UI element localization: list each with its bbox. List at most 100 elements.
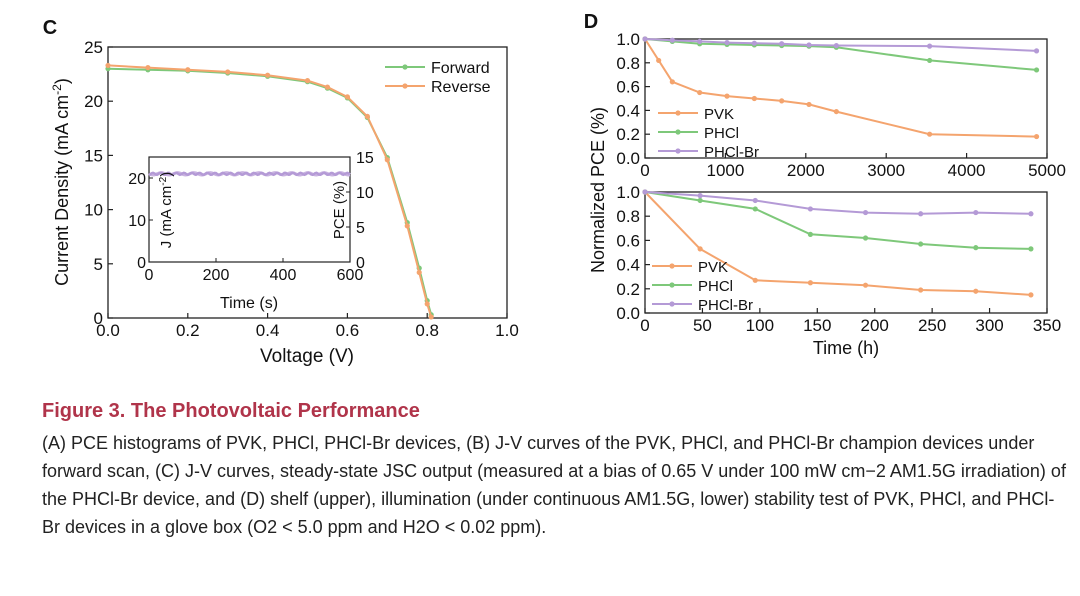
panel-d-upper-legend-label: PHCl xyxy=(704,125,739,142)
panel-c-reverse-point xyxy=(416,269,422,276)
panel-d-upper-phcl-br-point xyxy=(927,43,933,49)
panel-d-upper-pvk-point xyxy=(724,93,730,99)
panel-d-lower-phcl-br-point xyxy=(807,206,813,212)
inset-ytick-right-label: 0 xyxy=(356,255,365,272)
panel-d-upper-legend-label: PHCl-Br xyxy=(704,144,759,161)
panel-c-reverse-point xyxy=(304,78,311,84)
panel-d-lower-legend-swatch-marker xyxy=(669,282,675,288)
panel-d-upper-pvk-point xyxy=(779,98,785,104)
panel-d-upper-phcl-line xyxy=(644,38,1037,71)
panel-d-lower-ytick-label: 0.2 xyxy=(616,280,640,299)
panel-d-lower-pvk-point xyxy=(973,288,979,294)
panel-c-reverse-point xyxy=(384,157,390,163)
panel-d-lower-pvk-line xyxy=(644,191,1031,296)
panel-d-upper-ytick-label: 1.0 xyxy=(616,30,640,49)
panel-c-reverse-point xyxy=(324,84,331,90)
panel-c-ytick-label: 25 xyxy=(84,38,103,57)
panel-d-lower-phcl-br-point xyxy=(973,209,979,216)
panel-d-lower-phcl-point xyxy=(752,206,758,212)
inset-ytick-right-label: 15 xyxy=(356,150,374,167)
panel-d-upper-pvk-point xyxy=(806,101,812,108)
panel-c-ytick-label: 20 xyxy=(84,92,103,111)
panel-d-upper-legend-label: PVK xyxy=(704,106,734,123)
inset-ytick-left-label: 20 xyxy=(128,171,146,188)
panel-d-lower-frame xyxy=(644,191,1048,314)
panel-d-upper-phcl-br-point xyxy=(779,41,785,47)
panel-d-upper-phcl-br-point xyxy=(751,40,757,46)
panel-d-upper-ytick-label: 0.2 xyxy=(616,125,640,144)
panel-d-upper-xtick-label: 1000 xyxy=(706,161,744,180)
panel-d-shared-ylabel: Normalized PCE (%) xyxy=(588,107,608,273)
panel-c-ytick-label: 10 xyxy=(84,201,103,220)
panel-d-upper-xtick-label: 4000 xyxy=(948,161,986,180)
inset-ytick-left-label: 10 xyxy=(128,213,146,230)
panel-d-lower-legend-swatch-marker xyxy=(669,263,675,269)
panel-d-lower-xtick-label: 0 xyxy=(640,316,649,335)
panel-d-upper-phcl-point xyxy=(927,57,933,64)
panel-d-lower-phcl-point xyxy=(973,245,979,251)
inset-xtick-label: 400 xyxy=(270,267,297,284)
panel-d-lower-ytick-label: 0.4 xyxy=(616,256,640,275)
panel-c-reverse-point xyxy=(364,113,370,119)
panel-d-lower-xtick-label: 200 xyxy=(861,316,889,335)
inset-ylabel-exponent: -2 xyxy=(158,176,169,185)
panel-d-lower-pvk-point xyxy=(807,280,813,286)
figure-caption: Figure 3. The Photovoltaic Performance (… xyxy=(42,400,1072,541)
panel-c-legend-swatch-marker xyxy=(402,83,408,89)
panel-d-upper-phcl-br-point xyxy=(833,42,839,49)
panel-d-upper-phcl-br-point xyxy=(669,37,675,43)
panel-d-lower-phcl-br-point xyxy=(697,193,703,199)
inset-xlabel: Time (s) xyxy=(220,295,278,312)
panel-d-lower-pvk-point xyxy=(1028,292,1034,298)
panel-c-reverse-point xyxy=(424,301,430,307)
panel-d-upper-legend-swatch-marker xyxy=(675,110,681,116)
panel-c-ytick-label: 5 xyxy=(94,255,103,274)
panel-d-upper-pvk-point xyxy=(751,95,757,102)
panel-d-lower-phcl-br-point xyxy=(752,197,758,204)
panel-d-upper-phcl-br-point xyxy=(724,39,730,46)
panel-d-lower-xtick-label: 250 xyxy=(918,316,946,335)
panel-c-reverse-point xyxy=(265,72,271,78)
panel-d-lower-phcl-br-point xyxy=(918,211,924,217)
panel-d-upper-phcl-br-point xyxy=(697,38,703,44)
inset-ylabel-left: J (mA cm-2) xyxy=(158,172,176,248)
panel-d-lower-xtick-label: 100 xyxy=(746,316,774,335)
panel-c-xtick-label: 0.8 xyxy=(415,321,439,340)
panel-d-lower-pvk-point xyxy=(918,287,924,293)
panel-d-upper-phcl-br-point xyxy=(642,36,648,42)
panel-d-lower-xlabel: Time (h) xyxy=(813,338,879,358)
panel-d-upper-pvk-point xyxy=(1033,133,1040,140)
panel-c-frame xyxy=(107,46,508,319)
figure-canvas: C0.0 0.2 0.4 0.6 0.8 1.00510152025ForwardReve… xyxy=(43,11,1066,367)
panel-c-reverse-point xyxy=(185,67,191,73)
panel-d-lower-ytick-label: 0.8 xyxy=(616,207,640,226)
panel-c-xtick-label: 1.0 xyxy=(495,321,519,340)
panel-d-lower-phcl-line xyxy=(644,191,1031,250)
panel-c-xlabel: Voltage (V) xyxy=(260,346,354,367)
panel-d-lower-xtick-label: 150 xyxy=(803,316,831,335)
panel-c-xtick-label: 0.2 xyxy=(176,321,200,340)
panel-d-lower-legend-label: PHCl-Br xyxy=(698,297,753,314)
panel-d-upper-phcl-br-line xyxy=(644,38,1037,52)
panel-d-lower-phcl-point xyxy=(807,231,813,237)
panel-d-upper-pvk-point xyxy=(697,89,703,96)
panel-d-lower-phcl-point xyxy=(1028,246,1034,252)
panel-d-upper-phcl-point xyxy=(1033,67,1040,73)
panel-d-lower-ytick-label: 0.6 xyxy=(616,231,640,250)
panel-c-reverse-line xyxy=(107,64,433,318)
inset-pce-trace xyxy=(148,171,351,177)
panel-c-reverse-point xyxy=(344,94,350,100)
panel-c-ylabel-exponent: -2 xyxy=(50,84,64,95)
panel-c-ylabel: Current Density (mA cm-2) xyxy=(50,78,72,286)
panel-d-lower-legend-label: PVK xyxy=(698,259,728,276)
inset-ytick-left-label: 0 xyxy=(137,255,146,272)
panel-d-lower-legend-label: PHCl xyxy=(698,278,733,295)
panel-d-lower-phcl-br-point xyxy=(642,189,648,195)
panel-d-lower-phcl-br-point xyxy=(1028,211,1034,217)
panel-d-lower-phcl-br-line xyxy=(644,191,1031,215)
panel-c-legend-label: Forward xyxy=(431,60,490,77)
panel-d-upper-xtick-label: 5000 xyxy=(1028,161,1066,180)
inset-xtick-label: 600 xyxy=(337,267,364,284)
panel-d-lower-phcl-point xyxy=(862,235,869,241)
panel-d-lower-legend-swatch-marker xyxy=(669,301,675,307)
